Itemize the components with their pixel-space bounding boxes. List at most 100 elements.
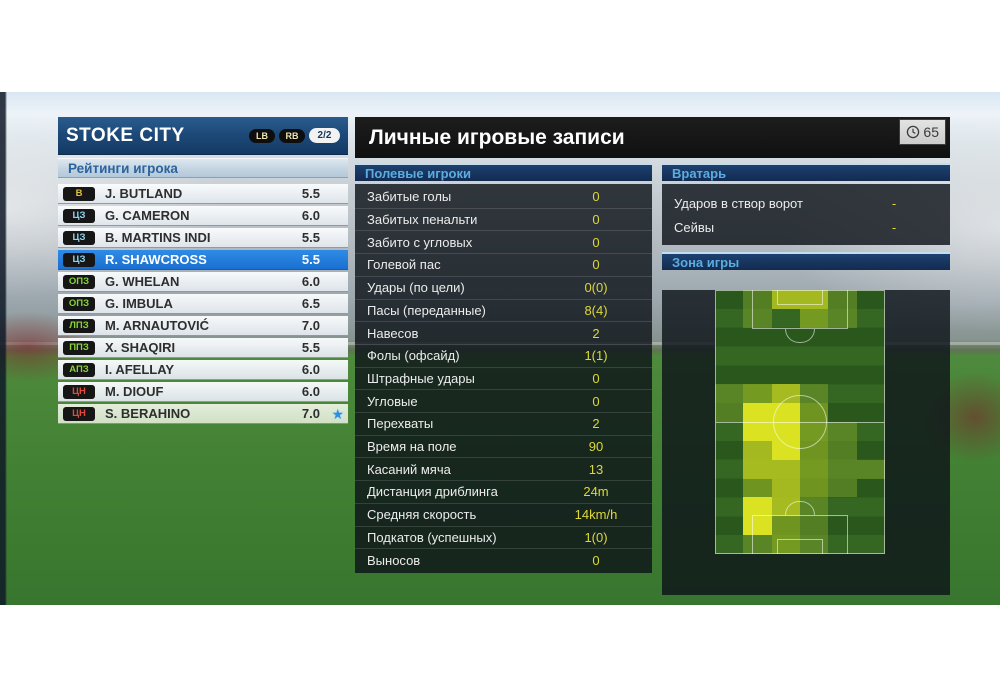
stat-row: Удары (по цели) 0(0) xyxy=(355,277,652,300)
records-columns: Полевые игроки Забитые голы 0 Забитых пена… xyxy=(355,163,950,595)
stat-label: Сейвы xyxy=(674,219,715,235)
stat-row: Сейвы - xyxy=(662,215,950,239)
stat-label: Забитых пенальти xyxy=(367,212,478,228)
center-circle xyxy=(773,395,827,449)
heatmap-cell xyxy=(771,459,800,479)
heatmap-cell xyxy=(743,422,772,441)
stat-label: Угловые xyxy=(367,393,418,409)
player-name: R. SHAWCROSS xyxy=(105,252,207,267)
heatmap-cell xyxy=(800,478,829,498)
stat-row: Забито с угловых 0 xyxy=(355,231,652,255)
heatmap-cell xyxy=(771,478,800,498)
player-name: G. IMBULA xyxy=(105,296,173,311)
stat-row: Забитых пенальти 0 xyxy=(355,209,652,232)
player-rating: 6.0 xyxy=(301,208,320,223)
heatmap-cell xyxy=(828,422,857,441)
stat-row: Время на поле 90 xyxy=(355,436,652,459)
team-header: STOKE CITY LB RB 2/2 xyxy=(58,117,348,155)
player-rating: 5.5 xyxy=(301,340,320,355)
pitch-markings xyxy=(715,290,885,554)
outfield-stats: Забитые голы 0 Забитых пенальти 0 Забито с у… xyxy=(355,184,652,573)
six-yard-box-bottom xyxy=(777,539,823,554)
player-rating: 5.5 xyxy=(301,252,320,267)
player-name: G. CAMERON xyxy=(105,208,190,223)
records-title-bar: Личные игровые записи 65 xyxy=(355,117,950,158)
stat-value: 2 xyxy=(592,325,600,341)
heatmap-cell xyxy=(828,290,857,309)
stat-label: Касаний мяча xyxy=(367,461,451,477)
player-row[interactable]: ЦЗ R. SHAWCROSS 5.5 xyxy=(58,250,348,270)
heatmap-cell xyxy=(743,497,772,517)
match-time-value: 65 xyxy=(923,124,939,140)
records-panel: Личные игровые записи 65 Полевые игроки … xyxy=(355,117,950,595)
stat-row: Навесов 2 xyxy=(355,322,652,345)
heatmap-cell xyxy=(771,516,800,536)
player-rating: 5.5 xyxy=(301,186,320,201)
stat-value: 14km/h xyxy=(574,507,618,523)
stat-row: Пасы (переданные) 8(4) xyxy=(355,300,652,323)
player-rating: 7.0 xyxy=(301,406,320,421)
player-row[interactable]: ЦН M. DIOUF 6.0 xyxy=(58,382,348,402)
stat-label: Перехваты xyxy=(367,416,434,432)
heatmap-cell xyxy=(715,384,744,404)
player-row[interactable]: В J. BUTLAND 5.5 xyxy=(58,184,348,204)
stat-row: Дистанция дриблинга 24m xyxy=(355,481,652,504)
stat-label: Пасы (переданные) xyxy=(367,302,486,318)
goalkeeper-stats: Ударов в створ ворот - Сейвы - xyxy=(662,184,950,245)
heatmap-cell xyxy=(828,440,857,460)
player-row[interactable]: ОПЗ G. WHELAN 6.0 xyxy=(58,272,348,292)
player-row[interactable]: ЦН S. BERAHINO 7.0 ★ xyxy=(58,404,348,424)
position-badge: ОПЗ xyxy=(63,296,95,311)
stat-value: 1(1) xyxy=(584,348,608,364)
stat-value: 8(4) xyxy=(584,302,608,318)
heatmap-cell xyxy=(743,478,772,498)
player-ratings-panel: STOKE CITY LB RB 2/2 Рейтинги игрока В J.… xyxy=(58,117,348,426)
stat-label: Забитые голы xyxy=(367,189,452,205)
zone-section-title: Зона игры xyxy=(662,252,950,270)
stat-row: Подкатов (успешных) 1(0) xyxy=(355,527,652,550)
player-row[interactable]: ОПЗ G. IMBULA 6.5 xyxy=(58,294,348,314)
stat-value: - xyxy=(891,195,897,211)
player-rating: 6.5 xyxy=(301,296,320,311)
player-row[interactable]: ЦЗ B. MARTINS INDI 5.5 xyxy=(58,228,348,248)
stat-row: Перехваты 2 xyxy=(355,413,652,436)
heatmap-cell xyxy=(743,308,772,328)
player-row[interactable]: ЛПЗ M. ARNAUTOVIĆ 7.0 xyxy=(58,316,348,336)
position-badge: ЦН xyxy=(63,406,95,421)
player-name: M. ARNAUTOVIĆ xyxy=(105,318,209,333)
stat-label: Голевой пас xyxy=(367,257,441,273)
stat-label: Дистанция дриблинга xyxy=(367,484,498,500)
player-row[interactable]: ЦЗ G. CAMERON 6.0 xyxy=(58,206,348,226)
lb-button[interactable]: LB xyxy=(249,128,275,143)
game-viewport: STOKE CITY LB RB 2/2 Рейтинги игрока В J.… xyxy=(0,92,1000,605)
player-rating: 6.0 xyxy=(301,274,320,289)
goalkeeper-zone-column: Вратарь Ударов в створ ворот - Сейвы - Зона… xyxy=(662,163,950,595)
heatmap-cell xyxy=(743,403,772,422)
stat-value: 24m xyxy=(583,484,609,500)
stat-row: Забитые голы 0 xyxy=(355,186,652,209)
stat-value: 2 xyxy=(592,416,600,432)
stat-label: Навесов xyxy=(367,325,419,341)
position-badge: ОПЗ xyxy=(63,274,95,289)
player-row[interactable]: ППЗ X. SHAQIRI 5.5 xyxy=(58,338,348,358)
outfield-column: Полевые игроки Забитые голы 0 Забитых пена… xyxy=(355,163,652,595)
zone-panel xyxy=(662,290,950,595)
stat-value: 0 xyxy=(592,552,600,568)
player-rating: 5.5 xyxy=(301,230,320,245)
rb-button[interactable]: RB xyxy=(279,128,305,143)
stat-value: 0(0) xyxy=(584,280,608,296)
position-badge: ЦЗ xyxy=(63,230,95,245)
player-row[interactable]: АПЗ I. AFELLAY 6.0 xyxy=(58,360,348,380)
heatmap-cell xyxy=(743,459,772,479)
stat-value: 0 xyxy=(592,393,600,409)
stat-value: 0 xyxy=(592,370,600,386)
clock-icon xyxy=(906,125,920,139)
player-name: I. AFELLAY xyxy=(105,362,175,377)
heatmap-cell xyxy=(828,478,857,498)
stat-value: - xyxy=(891,219,897,235)
stat-row: Угловые 0 xyxy=(355,390,652,414)
position-badge: В xyxy=(63,186,95,201)
player-name: B. MARTINS INDI xyxy=(105,230,211,245)
heatmap-cell xyxy=(743,440,772,460)
heatmap-cell xyxy=(743,384,772,404)
